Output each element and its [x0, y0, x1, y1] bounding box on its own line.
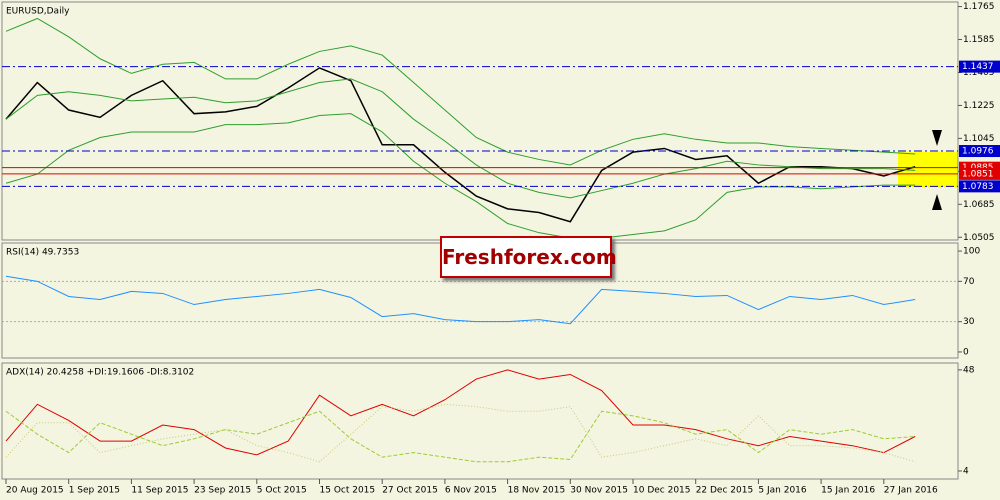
- watermark: Freshforex.com: [440, 236, 617, 278]
- y-tick-label: 1.1765: [963, 2, 995, 12]
- x-tick-label: 10 Dec 2015: [633, 486, 691, 496]
- panel-title: ADX(14) 20.4258 +DI:19.1606 -DI:8.3102: [6, 368, 194, 378]
- level-label: 1.0851: [962, 169, 994, 179]
- x-tick-label: 23 Sep 2015: [194, 486, 251, 496]
- arrow-down: [932, 130, 942, 146]
- series-line: [5, 403, 916, 463]
- level-label-bg: [959, 145, 1000, 158]
- x-tick-label: 27 Oct 2015: [382, 486, 438, 496]
- series-line: [5, 410, 916, 463]
- panel-frame: [1, 362, 959, 480]
- level-label-bg: [959, 167, 1000, 180]
- y-tick-label: 70: [963, 277, 975, 287]
- series-line: [5, 113, 916, 239]
- series-line: [5, 67, 916, 223]
- series-line: [5, 275, 916, 325]
- y-tick-label: 100: [963, 247, 980, 257]
- series-line: [5, 17, 916, 166]
- panel-title: EURUSD,Daily: [6, 7, 70, 17]
- x-tick-label: 5 Oct 2015: [257, 486, 307, 496]
- x-tick-label: 5 Jan 2016: [758, 486, 806, 496]
- y-tick-label: 1.1225: [963, 101, 995, 111]
- y-tick-label: 1.1045: [963, 134, 995, 144]
- arrow-up: [932, 194, 942, 210]
- x-tick-label: 18 Nov 2015: [508, 486, 566, 496]
- y-tick-label: 1.0505: [963, 233, 995, 243]
- series-line: [5, 78, 916, 199]
- level-label: 1.0976: [962, 147, 994, 157]
- y-tick-label: 1.1585: [963, 35, 995, 45]
- y-tick-label: 0: [963, 347, 969, 357]
- y-tick-label: 48: [963, 365, 975, 375]
- x-tick-label: 30 Nov 2015: [570, 486, 628, 496]
- x-tick-label: 22 Dec 2015: [696, 486, 754, 496]
- x-tick-label: 11 Sep 2015: [131, 486, 188, 496]
- y-tick-label: 30: [963, 317, 975, 327]
- level-label-bg: [959, 180, 1000, 193]
- x-tick-label: 27 Jan 2016: [884, 486, 938, 496]
- x-tick-label: 6 Nov 2015: [445, 486, 497, 496]
- y-tick-label: 4: [963, 466, 969, 476]
- x-tick-label: 15 Oct 2015: [320, 486, 376, 496]
- level-label-bg: [959, 60, 1000, 73]
- level-label: 1.0783: [962, 182, 994, 192]
- panel-title: RSI(14) 49.7353: [6, 248, 79, 258]
- y-tick-label: 1.0685: [963, 200, 995, 210]
- y-tick-label: 1.1405: [963, 68, 995, 78]
- x-tick-label: 1 Sep 2015: [69, 486, 120, 496]
- level-label: 1.1437: [962, 62, 994, 72]
- series-line: [5, 369, 916, 456]
- x-tick-label: 15 Jan 2016: [821, 486, 875, 496]
- x-tick-label: 20 Aug 2015: [6, 486, 64, 496]
